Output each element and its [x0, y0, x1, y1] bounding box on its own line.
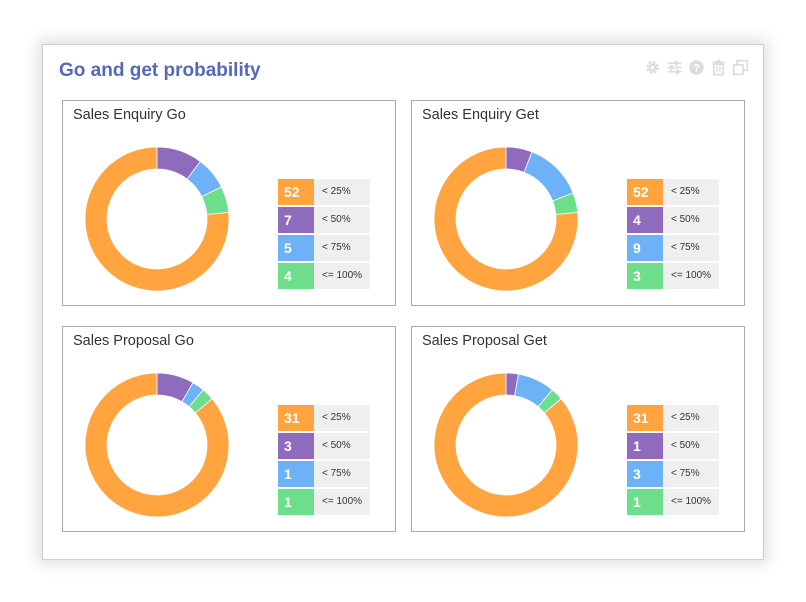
legend-label: <= 100%: [663, 489, 719, 515]
widget-title: Go and get probability: [59, 60, 261, 81]
legend-value: 1: [627, 489, 663, 515]
legend-row: 52 < 25%: [627, 179, 721, 205]
legend-value: 52: [627, 179, 663, 205]
legend-row: 4 <= 100%: [278, 263, 372, 289]
legend-value: 4: [627, 207, 663, 233]
chart-panel-sales-enquiry-get: Sales Enquiry Get 52 < 25% 4 < 50% 9 < 7…: [411, 100, 745, 306]
donut-slice: [537, 389, 562, 414]
legend-row: 7 < 50%: [278, 207, 372, 233]
dashboard-widget: Go and get probability ? Sales Enquiry G…: [42, 44, 764, 560]
legend-value: 3: [278, 433, 314, 459]
legend: 31 < 25% 3 < 50% 1 < 75% 1 <= 100%: [278, 405, 372, 517]
panel-title: Sales Enquiry Go: [73, 107, 186, 123]
legend-row: 4 < 50%: [627, 207, 721, 233]
panel-title: Sales Enquiry Get: [422, 107, 539, 123]
sliders-icon[interactable]: [666, 59, 683, 76]
legend-row: 1 <= 100%: [278, 489, 372, 515]
donut-slice: [84, 372, 230, 518]
legend-label: < 50%: [314, 433, 370, 459]
widget-toolbar: ?: [644, 59, 749, 76]
legend-label: < 25%: [314, 179, 370, 205]
legend-row: 5 < 75%: [278, 235, 372, 261]
panel-title: Sales Proposal Go: [73, 333, 194, 349]
legend-label: <= 100%: [314, 489, 370, 515]
legend: 52 < 25% 4 < 50% 9 < 75% 3 <= 100%: [627, 179, 721, 291]
legend-label: < 50%: [663, 207, 719, 233]
legend-label: < 75%: [663, 461, 719, 487]
legend-row: 52 < 25%: [278, 179, 372, 205]
legend-value: 1: [278, 489, 314, 515]
panel-title: Sales Proposal Get: [422, 333, 547, 349]
donut-slice: [201, 186, 230, 215]
legend-row: 3 < 75%: [627, 461, 721, 487]
legend-label: < 75%: [314, 461, 370, 487]
legend-value: 31: [278, 405, 314, 431]
donut-slice: [433, 146, 579, 292]
legend-value: 31: [627, 405, 663, 431]
legend-label: < 50%: [314, 207, 370, 233]
gear-icon[interactable]: [644, 59, 661, 76]
legend-row: 3 <= 100%: [627, 263, 721, 289]
legend-row: 1 < 50%: [627, 433, 721, 459]
legend-value: 3: [627, 263, 663, 289]
legend-row: 1 <= 100%: [627, 489, 721, 515]
window-restore-icon[interactable]: [732, 59, 749, 76]
legend-label: < 25%: [663, 405, 719, 431]
legend-value: 5: [278, 235, 314, 261]
legend-value: 7: [278, 207, 314, 233]
legend-value: 3: [627, 461, 663, 487]
chart-panel-sales-proposal-get: Sales Proposal Get 31 < 25% 1 < 50% 3 < …: [411, 326, 745, 532]
svg-text:?: ?: [693, 62, 700, 74]
legend-label: <= 100%: [314, 263, 370, 289]
legend-value: 4: [278, 263, 314, 289]
legend-row: 3 < 50%: [278, 433, 372, 459]
legend: 31 < 25% 1 < 50% 3 < 75% 1 <= 100%: [627, 405, 721, 517]
chart-panel-sales-proposal-go: Sales Proposal Go 31 < 25% 3 < 50% 1 < 7…: [62, 326, 396, 532]
legend-label: < 75%: [663, 235, 719, 261]
donut-slice: [84, 146, 230, 292]
donut-slice: [523, 151, 574, 202]
legend-label: < 50%: [663, 433, 719, 459]
legend-row: 1 < 75%: [278, 461, 372, 487]
legend-label: < 25%: [663, 179, 719, 205]
legend-value: 9: [627, 235, 663, 261]
legend-label: < 75%: [314, 235, 370, 261]
legend-label: < 25%: [314, 405, 370, 431]
legend-row: 9 < 75%: [627, 235, 721, 261]
legend-value: 1: [278, 461, 314, 487]
legend-row: 31 < 25%: [278, 405, 372, 431]
legend-label: <= 100%: [663, 263, 719, 289]
help-icon[interactable]: ?: [688, 59, 705, 76]
legend-row: 31 < 25%: [627, 405, 721, 431]
donut-chart: [433, 146, 579, 292]
chart-panel-sales-enquiry-go: Sales Enquiry Go 52 < 25% 7 < 50% 5 < 75…: [62, 100, 396, 306]
donut-chart: [433, 372, 579, 518]
trash-icon[interactable]: [710, 59, 727, 76]
donut-slice: [188, 389, 213, 414]
donut-slice: [433, 372, 579, 518]
donut-chart: [84, 146, 230, 292]
donut-chart: [84, 372, 230, 518]
donut-slice: [552, 192, 579, 215]
legend-value: 52: [278, 179, 314, 205]
legend: 52 < 25% 7 < 50% 5 < 75% 4 <= 100%: [278, 179, 372, 291]
legend-value: 1: [627, 433, 663, 459]
